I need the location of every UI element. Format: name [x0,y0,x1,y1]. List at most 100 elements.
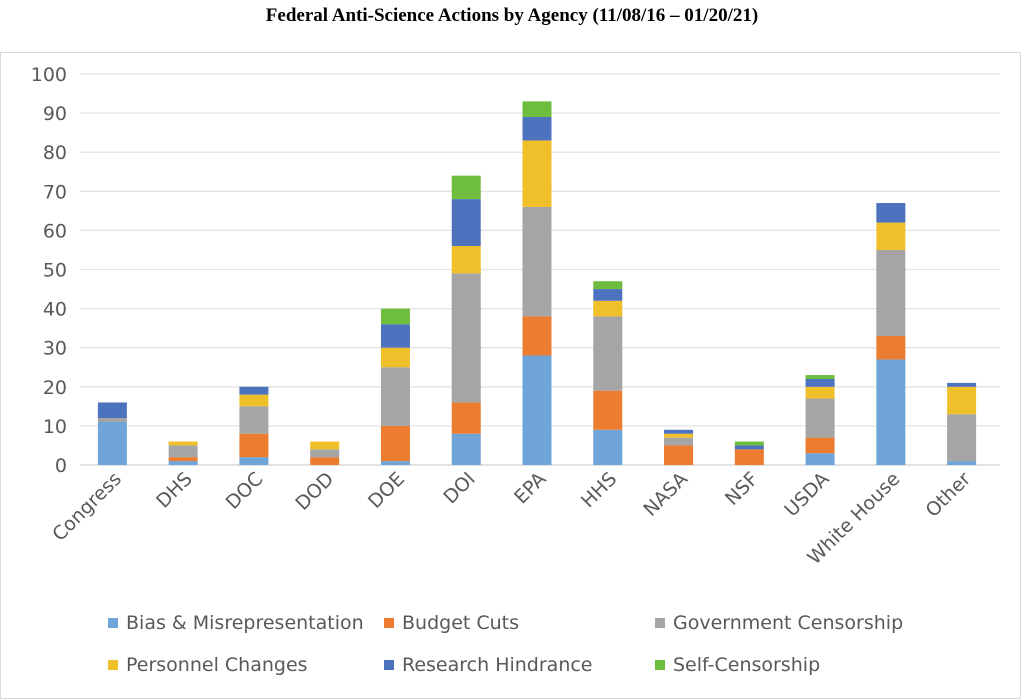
x-tick-label: DOD [291,468,338,515]
bar-segment-dhs-budget-cuts [168,457,198,462]
bar-segment-doe-bias-misrepresentation [380,461,410,465]
bar-segment-white-house-personnel-changes [876,222,906,250]
legend-swatch [384,618,394,628]
bar-segment-other-bias-misrepresentation [947,461,977,465]
bar-segment-doi-research-hindrance [451,199,481,247]
legend-swatch [108,660,118,670]
y-tick-label: 40 [43,299,67,321]
bar-segment-hhs-bias-misrepresentation [593,429,623,465]
bar-segment-dhs-bias-misrepresentation [168,461,198,465]
bar-segment-doe-government-censorship [380,367,410,426]
chart-title: Federal Anti-Science Actions by Agency (… [265,5,759,26]
bar-segment-nsf-research-hindrance [734,445,764,450]
bar-segment-congress-research-hindrance [97,402,127,419]
bar-segment-white-house-budget-cuts [876,335,906,360]
legend-label: Research Hindrance [402,654,593,676]
bar-segment-dhs-personnel-changes [168,441,198,446]
bar-segment-other-research-hindrance [947,382,977,387]
bar-segment-epa-self-censorship [522,101,552,118]
y-tick-label: 50 [43,260,67,282]
bar-segment-epa-bias-misrepresentation [522,355,552,465]
legend-item: Budget Cuts [384,612,519,634]
bar-segment-doe-personnel-changes [380,347,410,368]
bar-segment-nasa-budget-cuts [664,445,694,465]
bar-segment-doe-self-censorship [380,308,410,325]
legend-label: Self-Censorship [673,654,821,676]
x-tick-label: USDA [780,468,833,521]
x-tick-label: NASA [639,468,692,521]
bar-segment-usda-government-censorship [805,398,835,438]
x-tick-label: DOE [364,468,409,513]
bar-segment-nasa-government-censorship [664,437,694,446]
bar-segment-dod-budget-cuts [310,457,340,465]
x-tick-label: DOC [222,468,268,514]
bar-segment-nsf-self-censorship [734,441,764,446]
bar-segment-dod-government-censorship [310,449,340,458]
legend-swatch [655,618,665,628]
bar-segment-usda-self-censorship [805,375,835,379]
legend-item: Bias & Misrepresentation [108,612,364,634]
x-tick-label: EPA [510,468,550,508]
x-tick-label: NSF [721,468,763,510]
bar-segment-doi-personnel-changes [451,246,481,274]
bar-segment-epa-budget-cuts [522,316,552,356]
bar-segment-nasa-personnel-changes [664,433,694,438]
x-tick-label: Other [921,468,975,522]
bar-segment-congress-government-censorship [97,418,127,422]
bar-segment-other-government-censorship [947,414,977,462]
bar-segment-congress-bias-misrepresentation [97,421,127,465]
legend-label: Personnel Changes [126,654,308,676]
y-tick-label: 60 [43,220,67,242]
x-tick-label: Congress [48,468,126,546]
legend-item: Government Censorship [655,612,903,634]
bar-segment-usda-research-hindrance [805,378,835,387]
bar-segment-doe-budget-cuts [380,425,410,462]
bar-segment-white-house-bias-misrepresentation [876,359,906,465]
bar-segment-usda-bias-misrepresentation [805,453,835,465]
bar-segment-doi-budget-cuts [451,402,481,434]
x-tick-label: DOI [439,468,479,508]
bar-segment-doc-budget-cuts [239,433,269,458]
bar-segment-usda-budget-cuts [805,437,835,454]
y-tick-label: 30 [43,338,67,360]
bar-segment-hhs-personnel-changes [593,300,623,317]
y-tick-label: 0 [55,455,67,477]
legend-item: Self-Censorship [655,654,820,676]
legend-item: Personnel Changes [108,654,308,676]
bar-segment-hhs-budget-cuts [593,390,623,430]
bar-segment-white-house-research-hindrance [876,203,906,223]
bar-segment-doe-research-hindrance [380,324,410,348]
bar-segment-doc-research-hindrance [239,386,269,395]
bar-segment-other-personnel-changes [947,386,977,415]
y-tick-label: 10 [43,416,67,438]
bar-segment-epa-government-censorship [522,206,552,317]
bar-segment-doi-self-censorship [451,175,481,200]
bar-segment-doc-personnel-changes [239,394,269,407]
legend-swatch [655,660,665,670]
bar-segment-doi-bias-misrepresentation [451,433,481,465]
bar-segment-hhs-research-hindrance [593,289,623,301]
bar-segment-doi-government-censorship [451,273,481,403]
y-tick-label: 80 [43,142,67,164]
y-tick-label: 20 [43,377,67,399]
legend-label: Budget Cuts [402,612,520,634]
legend-item: Research Hindrance [384,654,593,676]
bar-segment-nasa-research-hindrance [664,429,694,434]
legend-swatch [108,618,118,628]
bar-segment-usda-personnel-changes [805,386,835,399]
legend-label: Government Censorship [673,612,904,634]
bar-segment-dhs-government-censorship [168,445,198,458]
bar-segment-doc-bias-misrepresentation [239,457,269,465]
bar-segment-hhs-self-censorship [593,281,623,290]
bar-segment-white-house-government-censorship [876,249,906,336]
bar-segment-dod-personnel-changes [310,441,340,450]
legend-label: Bias & Misrepresentation [126,612,364,634]
bar-segment-hhs-government-censorship [593,316,623,391]
bar-segment-epa-research-hindrance [522,117,552,141]
y-tick-label: 70 [43,181,67,203]
x-tick-label: DHS [152,468,197,513]
y-tick-label: 90 [43,103,67,125]
bar-segment-nsf-budget-cuts [734,449,764,465]
y-tick-label: 100 [31,64,67,86]
